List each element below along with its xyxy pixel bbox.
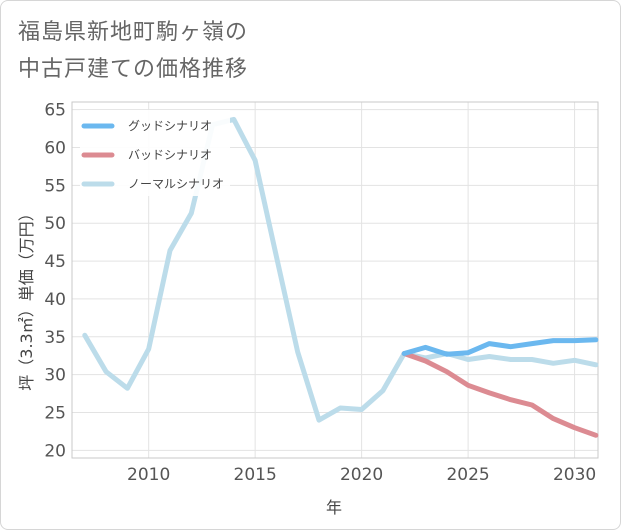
y-axis-label: 坪（3.3㎡）単価（万円） xyxy=(17,205,36,390)
legend-label: ノーマルシナリオ xyxy=(128,177,224,191)
y-tick-label: 40 xyxy=(44,290,66,310)
y-tick-label: 55 xyxy=(44,176,66,196)
x-tick-label: 2025 xyxy=(446,465,489,485)
x-tick-label: 2015 xyxy=(234,465,277,485)
y-tick-label: 30 xyxy=(44,366,66,386)
y-tick-label: 65 xyxy=(44,101,66,121)
series-line-2 xyxy=(401,351,599,438)
y-tick-label: 50 xyxy=(44,214,66,234)
y-tick-label: 25 xyxy=(44,404,66,424)
series-line-3 xyxy=(82,116,599,423)
plot-area-frame xyxy=(71,101,599,459)
series-lines xyxy=(82,116,599,438)
x-tick-label: 2020 xyxy=(340,465,383,485)
legend-label: バッドシナリオ xyxy=(128,148,212,162)
x-tick-label: 2010 xyxy=(127,465,170,485)
x-axis-label: 年 xyxy=(326,498,342,517)
series-line-1 xyxy=(401,337,599,357)
y-tick-label: 60 xyxy=(44,138,66,158)
y-tick-label: 35 xyxy=(44,328,66,348)
legend-label: グッドシナリオ xyxy=(128,119,212,133)
chart-title: 福島県新地町駒ヶ嶺の 中古戸建ての価格推移 xyxy=(18,20,249,82)
y-tick-label: 45 xyxy=(44,252,66,272)
x-tick-label: 2030 xyxy=(553,465,596,485)
y-tick-label: 20 xyxy=(44,441,66,461)
